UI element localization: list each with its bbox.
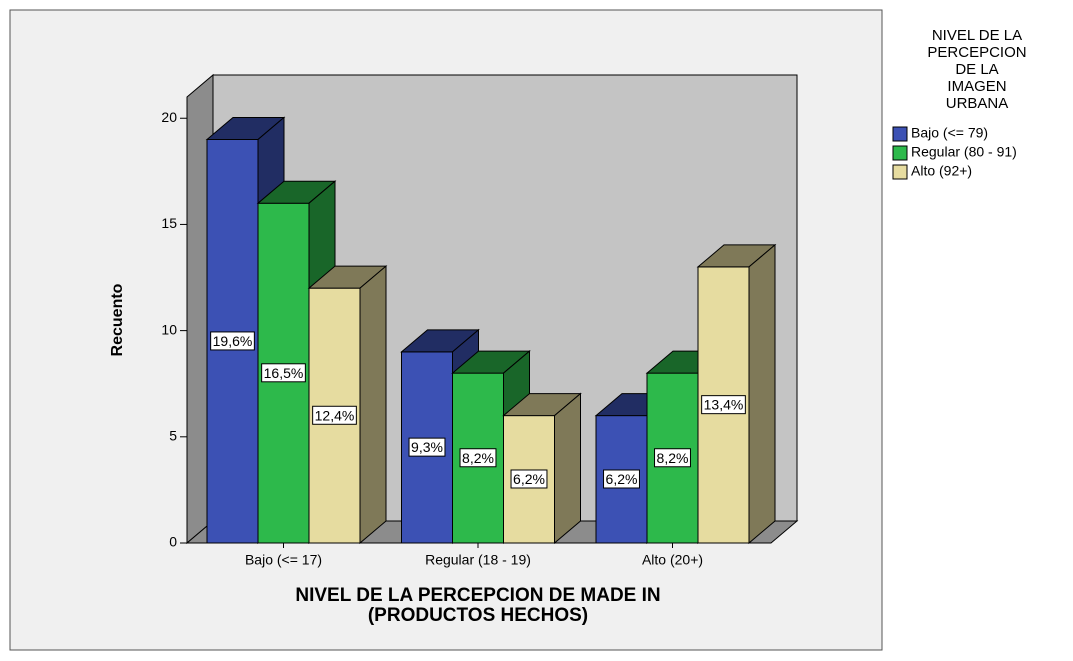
y-tick-label: 0	[169, 534, 177, 550]
bar-side	[359, 265, 387, 545]
legend-label: Bajo (<= 79)	[911, 125, 988, 141]
value-label-box	[510, 469, 548, 489]
x-axis-label: NIVEL DE LA PERCEPCION DE MADE IN	[295, 585, 660, 606]
x-axis-label: (PRODUCTOS HECHOS)	[368, 605, 588, 626]
value-label: 8,2%	[657, 450, 689, 466]
legend-swatch	[892, 126, 908, 142]
y-tick-label: 5	[169, 428, 177, 444]
value-label: 6,2%	[606, 471, 638, 487]
value-label-box	[459, 448, 497, 468]
value-label-box	[701, 395, 746, 415]
legend-title: DE LA	[955, 61, 998, 78]
x-tick-label: Bajo (<= 17)	[245, 552, 322, 568]
value-label: 19,6%	[213, 333, 253, 349]
y-tick-label: 15	[161, 215, 177, 231]
value-label: 8,2%	[462, 450, 494, 466]
value-label-box	[312, 405, 357, 425]
x-tick-label: Regular (18 - 19)	[425, 552, 531, 568]
legend-title: IMAGEN	[947, 78, 1006, 95]
value-label: 12,4%	[315, 407, 355, 423]
value-label: 9,3%	[411, 439, 443, 455]
legend-swatch	[892, 145, 908, 161]
value-label: 16,5%	[264, 365, 304, 381]
legend-title: NIVEL DE LA	[932, 27, 1022, 44]
value-label: 13,4%	[704, 397, 744, 413]
legend-label: Regular (80 - 91)	[911, 144, 1017, 160]
y-axis-label: Recuento	[109, 283, 126, 356]
value-label-box	[654, 448, 691, 468]
legend-title: PERCEPCION	[927, 44, 1026, 61]
y-tick-label: 20	[161, 109, 177, 125]
value-label-box	[210, 331, 255, 351]
value-label-box	[603, 469, 640, 489]
value-label: 6,2%	[513, 471, 545, 487]
x-tick-label: Alto (20+)	[642, 552, 703, 568]
value-label-box	[261, 363, 306, 383]
legend-swatch	[892, 164, 908, 180]
bar-side	[554, 392, 581, 545]
y-tick-label: 10	[161, 321, 177, 337]
value-label-box	[408, 437, 446, 457]
legend-title: URBANA	[946, 95, 1009, 112]
legend-label: Alto (92+)	[911, 163, 972, 179]
bar-side	[748, 243, 776, 545]
